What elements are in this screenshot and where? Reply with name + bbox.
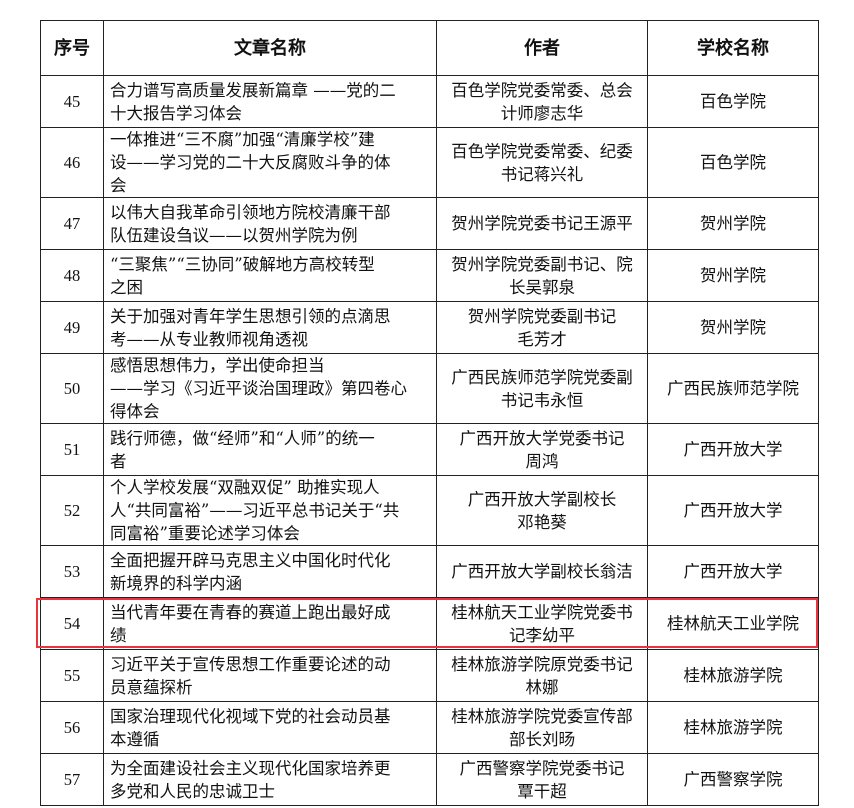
row-number: 52: [40, 475, 104, 546]
table-row: 51 践行师德，做“经师”和“人师”的统一 者广西开放大学党委书记 周鸿 广西开放大…: [40, 423, 819, 476]
article-title: 关于加强对青年学生思想引领的点滴思 考——从专业教师视角透视: [103, 301, 437, 354]
article-title: “三聚焦”“三协同”破解地方高校转型 之困: [103, 249, 437, 302]
author: 广西民族师范学院党委副 书记韦永恒: [436, 353, 648, 424]
table-row: 52 个人学校发展“双融双促” 助推实现人 人“共同富裕”——习近平总书记关于“共…: [40, 475, 819, 546]
school-name: 广西开放大学: [647, 423, 819, 476]
article-title: 习近平关于宣传思想工作重要论述的动 员意蕴探析: [103, 649, 437, 702]
author: 桂林航天工业学院党委书 记李幼平: [436, 597, 648, 650]
table-row: 47 以伟大自我革命引领地方院校清廉干部 队伍建设刍议——以贺州学院为例 贺州学院党…: [40, 197, 819, 250]
school-name: 贺州学院: [647, 197, 819, 250]
article-title: 感悟思想伟力，学出使命担当 ——学习《习近平谈治国理政》第四卷心 得体会: [103, 353, 437, 424]
row-number: 49: [40, 301, 104, 354]
article-title: 个人学校发展“双融双促” 助推实现人 人“共同富裕”——习近平总书记关于“共 同…: [103, 475, 437, 546]
row-number: 48: [40, 249, 104, 302]
table-row: 56 国家治理现代化视域下党的社会动员基 本遵循 桂林旅游学院党委宣传部 部长刘旸桂…: [40, 701, 819, 754]
author: 桂林旅游学院党委宣传部 部长刘旸: [436, 701, 648, 754]
table-row: 49 关于加强对青年学生思想引领的点滴思 考——从专业教师视角透视 贺州学院党委副书…: [40, 301, 819, 354]
school-name: 贺州学院: [647, 249, 819, 302]
author: 百色学院党委常委、总会 计师廖志华: [436, 75, 648, 128]
row-number: 56: [40, 701, 104, 754]
article-title: 为全面建设社会主义现代化国家培养更 多党和人民的忠诚卫士: [103, 753, 437, 806]
table-row: 54 当代青年要在青春的赛道上跑出最好成 绩桂林航天工业学院党委书 记李幼平 桂林航…: [40, 597, 819, 650]
author: 广西警察学院党委书记 覃干超: [436, 753, 648, 806]
author: 贺州学院党委书记王源平: [436, 197, 648, 250]
article-title: 国家治理现代化视域下党的社会动员基 本遵循: [103, 701, 437, 754]
row-number: 57: [40, 753, 104, 806]
row-number: 53: [40, 545, 104, 598]
school-name: 广西警察学院: [647, 753, 819, 806]
row-number: 54: [40, 597, 104, 650]
school-name: 百色学院: [647, 75, 819, 128]
author: 广西开放大学副校长翁洁: [436, 545, 648, 598]
row-number: 51: [40, 423, 104, 476]
table-row: 45 合力谱写高质量发展新篇章 ——党的二 十大报告学习体会 百色学院党委常委、总会…: [40, 75, 819, 128]
article-title: 当代青年要在青春的赛道上跑出最好成 绩: [103, 597, 437, 650]
header-number: 序号: [40, 20, 104, 76]
school-name: 广西民族师范学院: [647, 353, 819, 424]
school-name: 桂林旅游学院: [647, 701, 819, 754]
school-name: 桂林航天工业学院: [647, 597, 819, 650]
article-title: 践行师德，做“经师”和“人师”的统一 者: [103, 423, 437, 476]
article-title: 一体推进“三不腐”加强“清廉学校”建 设——学习党的二十大反腐败斗争的体 会: [103, 127, 437, 198]
school-name: 广西开放大学: [647, 475, 819, 546]
article-title: 合力谱写高质量发展新篇章 ——党的二 十大报告学习体会: [103, 75, 437, 128]
header-row: 序号 文章名称 作者 学校名称: [40, 20, 819, 76]
author: 贺州学院党委副书记 毛芳才: [436, 301, 648, 354]
author: 广西开放大学副校长 邓艳葵: [436, 475, 648, 546]
row-number: 46: [40, 127, 104, 198]
author: 贺州学院党委副书记、院 长吴郭泉: [436, 249, 648, 302]
article-title: 全面把握开辟马克思主义中国化时代化 新境界的科学内涵: [103, 545, 437, 598]
table-row: 46 一体推进“三不腐”加强“清廉学校”建 设——学习党的二十大反腐败斗争的体 会…: [40, 127, 819, 198]
author: 桂林旅游学院原党委书记 林娜: [436, 649, 648, 702]
row-number: 50: [40, 353, 104, 424]
row-number: 55: [40, 649, 104, 702]
article-title: 以伟大自我革命引领地方院校清廉干部 队伍建设刍议——以贺州学院为例: [103, 197, 437, 250]
school-name: 贺州学院: [647, 301, 819, 354]
row-number: 45: [40, 75, 104, 128]
table-row: 50 感悟思想伟力，学出使命担当 ——学习《习近平谈治国理政》第四卷心 得体会 广西…: [40, 353, 819, 424]
table-row: 48 “三聚焦”“三协同”破解地方高校转型 之困 贺州学院党委副书记、院 长吴郭泉贺…: [40, 249, 819, 302]
row-number: 47: [40, 197, 104, 250]
article-table: 序号 文章名称 作者 学校名称 45 合力谱写高质量发展新篇章 ——党的二 十大报…: [40, 20, 819, 806]
author: 广西开放大学党委书记 周鸿: [436, 423, 648, 476]
header-title: 文章名称: [103, 20, 437, 76]
author: 百色学院党委常委、纪委 书记蒋兴礼: [436, 127, 648, 198]
header-author: 作者: [436, 20, 648, 76]
table-row: 57 为全面建设社会主义现代化国家培养更 多党和人民的忠诚卫士 广西警察学院党委书记…: [40, 753, 819, 806]
school-name: 百色学院: [647, 127, 819, 198]
header-school: 学校名称: [647, 20, 819, 76]
school-name: 桂林旅游学院: [647, 649, 819, 702]
table-row: 55 习近平关于宣传思想工作重要论述的动 员意蕴探析 桂林旅游学院原党委书记 林娜桂…: [40, 649, 819, 702]
table-row: 53 全面把握开辟马克思主义中国化时代化 新境界的科学内涵 广西开放大学副校长翁洁广…: [40, 545, 819, 598]
school-name: 广西开放大学: [647, 545, 819, 598]
